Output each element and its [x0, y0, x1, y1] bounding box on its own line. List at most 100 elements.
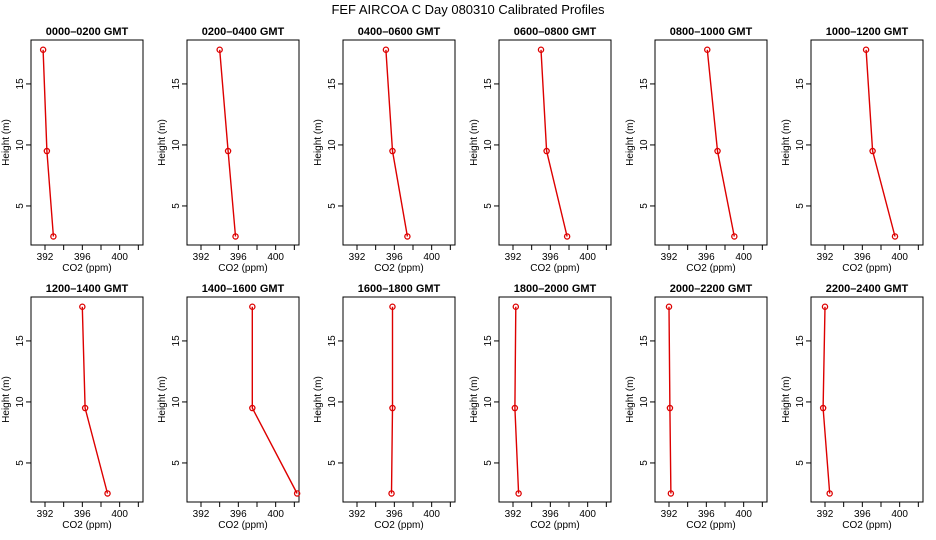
x-axis-label: CO2 (ppm) — [62, 263, 111, 274]
x-tick-label: 392 — [193, 252, 210, 263]
chart-panel-6: 1000–1200 GMT 392 396 400 5 10 15 CO2 (ppm) Heig… — [781, 26, 924, 274]
x-axis-label: CO2 (ppm) — [218, 520, 267, 531]
data-point — [81, 404, 89, 412]
plot-frame — [186, 39, 300, 246]
panel-title: 0200–0400 GMT — [202, 26, 285, 38]
y-tick-label: 5 — [327, 203, 338, 209]
data-point — [666, 404, 674, 412]
x-tick-label: 396 — [698, 509, 715, 520]
x-tick-label: 392 — [505, 509, 522, 520]
plot-frame — [810, 296, 924, 503]
x-tick-label: 392 — [37, 252, 54, 263]
chart-panel-11: 2000–2200 GMT 392 396 400 5 10 15 CO2 (ppm) Heig… — [625, 283, 768, 531]
x-tick-label: 396 — [542, 252, 559, 263]
x-tick-label: 400 — [891, 252, 908, 263]
chart-panel-4: 0600–0800 GMT 392 396 400 5 10 15 CO2 (ppm) Heig… — [469, 26, 612, 274]
data-point — [512, 303, 520, 311]
data-point — [862, 46, 870, 54]
data-point — [511, 404, 519, 412]
data-point — [249, 404, 256, 412]
chart-panel-12: 2200–2400 GMT 392 396 400 5 10 15 CO2 (ppm) Heig… — [781, 283, 924, 531]
x-tick-label: 392 — [661, 252, 678, 263]
chart-panel-5: 0800–1000 GMT 392 396 400 5 10 15 CO2 (ppm) Heig… — [625, 26, 768, 274]
x-tick-label: 400 — [735, 252, 752, 263]
profile-line — [540, 49, 568, 237]
y-tick-label: 15 — [639, 335, 650, 347]
x-tick-label: 400 — [579, 509, 596, 520]
x-axis-label: CO2 (ppm) — [530, 520, 579, 531]
panel-title: 2200–2400 GMT — [826, 283, 909, 295]
y-axis-label: Height (m) — [781, 376, 792, 423]
profile-line — [81, 306, 109, 494]
data-point — [667, 490, 675, 497]
plot-frame — [30, 39, 144, 246]
y-tick-label: 10 — [171, 139, 182, 151]
data-point — [821, 303, 829, 311]
y-axis-label: Height (m) — [781, 119, 792, 166]
profile-line — [668, 306, 672, 494]
panel-title: 0800–1000 GMT — [670, 26, 753, 38]
y-tick-label: 5 — [327, 460, 338, 466]
y-tick-label: 15 — [171, 335, 182, 347]
x-tick-label: 400 — [579, 252, 596, 263]
y-tick-label: 10 — [15, 396, 26, 408]
panel-title: 0400–0600 GMT — [358, 26, 441, 38]
x-tick-label: 396 — [74, 509, 91, 520]
data-point — [404, 233, 411, 240]
panel-title: 1200–1400 GMT — [46, 283, 129, 295]
x-tick-label: 392 — [817, 509, 834, 520]
y-tick-label: 5 — [483, 460, 494, 466]
y-tick-label: 10 — [795, 396, 806, 408]
y-axis-label: Height (m) — [313, 376, 324, 423]
y-tick-label: 15 — [171, 78, 182, 90]
data-point — [50, 233, 57, 240]
profile-line — [251, 306, 298, 494]
x-tick-label: 396 — [386, 509, 403, 520]
data-point — [869, 147, 876, 155]
x-tick-label: 400 — [423, 252, 440, 263]
chart-panel-10: 1800–2000 GMT 392 396 400 5 10 15 CO2 (ppm) Heig… — [469, 283, 612, 531]
panel-title: 2000–2200 GMT — [670, 283, 753, 295]
figure-title: FEF AIRCOA C Day 080310 Calibrated Profi… — [331, 2, 605, 17]
y-tick-label: 15 — [795, 335, 806, 347]
chart-panel-9: 1600–1800 GMT 392 396 400 5 10 15 CO2 (ppm) Heig… — [313, 283, 456, 531]
y-axis-label: Height (m) — [469, 376, 480, 423]
x-tick-label: 400 — [267, 509, 284, 520]
x-tick-label: 396 — [542, 509, 559, 520]
y-axis-label: Height (m) — [625, 376, 636, 423]
x-tick-label: 392 — [349, 509, 366, 520]
y-tick-label: 15 — [483, 335, 494, 347]
chart-panel-8: 1400–1600 GMT 392 396 400 5 10 15 CO2 (ppm) Heig… — [157, 283, 301, 531]
y-tick-label: 5 — [171, 203, 182, 209]
y-tick-label: 10 — [15, 139, 26, 151]
y-tick-label: 10 — [327, 396, 338, 408]
data-point — [216, 46, 223, 54]
x-tick-label: 400 — [891, 509, 908, 520]
data-point — [543, 147, 550, 155]
data-point — [249, 303, 256, 311]
y-tick-label: 5 — [15, 460, 26, 466]
profile-line — [42, 49, 55, 237]
data-point — [224, 147, 232, 155]
plot-frame — [186, 296, 300, 503]
y-tick-label: 5 — [795, 460, 806, 466]
plot-frame — [498, 39, 612, 246]
data-point — [389, 404, 396, 412]
panel-title: 0600–0800 GMT — [514, 26, 597, 38]
data-point — [293, 490, 301, 497]
profile-line — [822, 306, 831, 494]
y-axis-label: Height (m) — [469, 119, 480, 166]
x-tick-label: 392 — [505, 252, 522, 263]
y-tick-label: 10 — [795, 139, 806, 151]
x-tick-label: 396 — [386, 252, 403, 263]
y-axis-label: Height (m) — [1, 376, 12, 423]
data-point — [43, 147, 51, 155]
data-point — [389, 303, 396, 311]
panel-title: 0000–0200 GMT — [46, 26, 129, 38]
y-tick-label: 5 — [795, 203, 806, 209]
data-point — [704, 46, 711, 54]
x-tick-label: 400 — [111, 252, 128, 263]
y-axis-label: Height (m) — [1, 119, 12, 166]
x-tick-label: 396 — [230, 509, 247, 520]
